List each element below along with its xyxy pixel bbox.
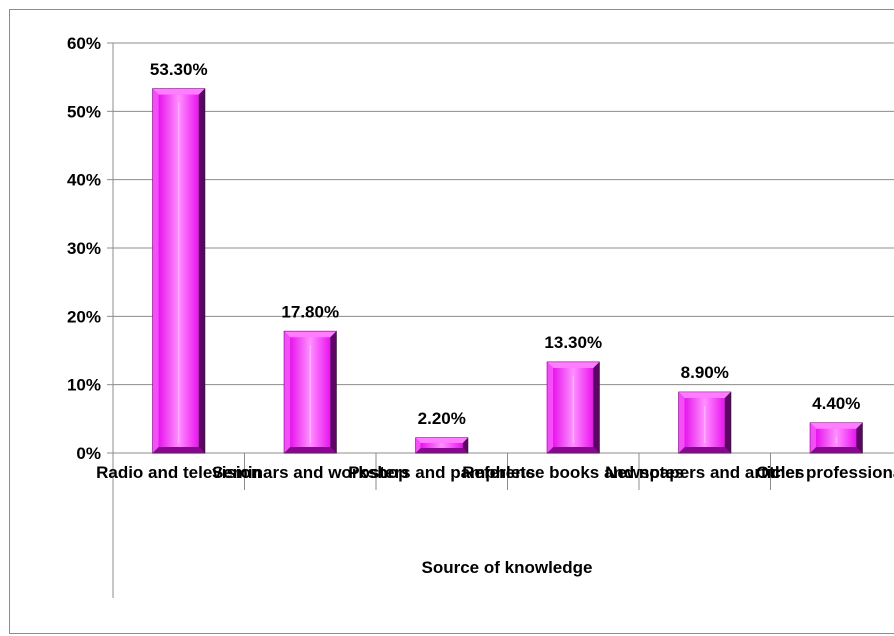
bar-inner-face [420,442,463,448]
bar-bevel-top [415,437,468,443]
bar-bevel-top [152,88,205,95]
bar-bevel-right [856,422,863,453]
data-label: 13.30% [544,333,602,352]
y-tick-label: 20% [67,307,101,326]
y-tick-label: 60% [67,34,101,53]
bar [152,88,206,454]
bar-bevel-right [724,392,731,453]
bar-bevel-left [810,422,817,453]
x-tick-label: Reference books and notes [462,463,684,482]
x-tick-label: Posters and pamphlets [348,463,535,482]
bars [152,88,863,454]
bar [546,361,600,454]
y-tick-label: 0% [76,444,101,463]
bar [809,422,863,454]
bar-bevel-bottom [284,447,337,453]
gridlines [113,42,894,386]
bar-bevel-bottom [810,447,863,453]
y-tick-label: 40% [67,171,101,190]
bar-bevel-left [547,362,554,453]
data-label: 4.40% [812,394,860,413]
data-label: 17.80% [281,302,339,321]
x-tick-label: Seminars and workshop [212,463,409,482]
bar-bevel-top [810,422,863,429]
bar-bevel-left [152,88,159,454]
bar-bevel-right [330,331,337,453]
labels: 0% 10% 20% 30% 40% 50% 60% 53.30% Radio and tele… [67,34,894,482]
bar [678,391,732,454]
bar-bevel-right [198,88,205,454]
y-tick-label: 50% [67,102,101,121]
bar-bevel-bottom [152,447,205,453]
x-tick-label: Radio and television [96,463,261,482]
data-label: 2.20% [418,409,466,428]
bar-bevel-top [678,392,731,399]
data-label: 53.30% [150,60,208,79]
bar-bevel-left [284,331,291,453]
bar-bevel-top [547,362,600,369]
bar [415,437,469,454]
bar-bevel-bottom [547,447,600,453]
x-tick-label: Other professionals [756,463,894,482]
y-tick-label: 10% [67,376,101,395]
x-tick-label: Newspapers and articles [605,463,804,482]
bar-bevel-bottom [415,447,468,453]
x-axis-title: Source of knowledge [422,558,593,577]
axes [107,42,894,598]
y-tick-label: 30% [67,239,101,258]
data-label: 8.90% [681,363,729,382]
bar-bevel-left [678,392,685,453]
bar [283,330,337,454]
bar-bevel-top [284,331,337,338]
bar-bevel-right [593,362,600,453]
bar-bevel-bottom [678,447,731,453]
